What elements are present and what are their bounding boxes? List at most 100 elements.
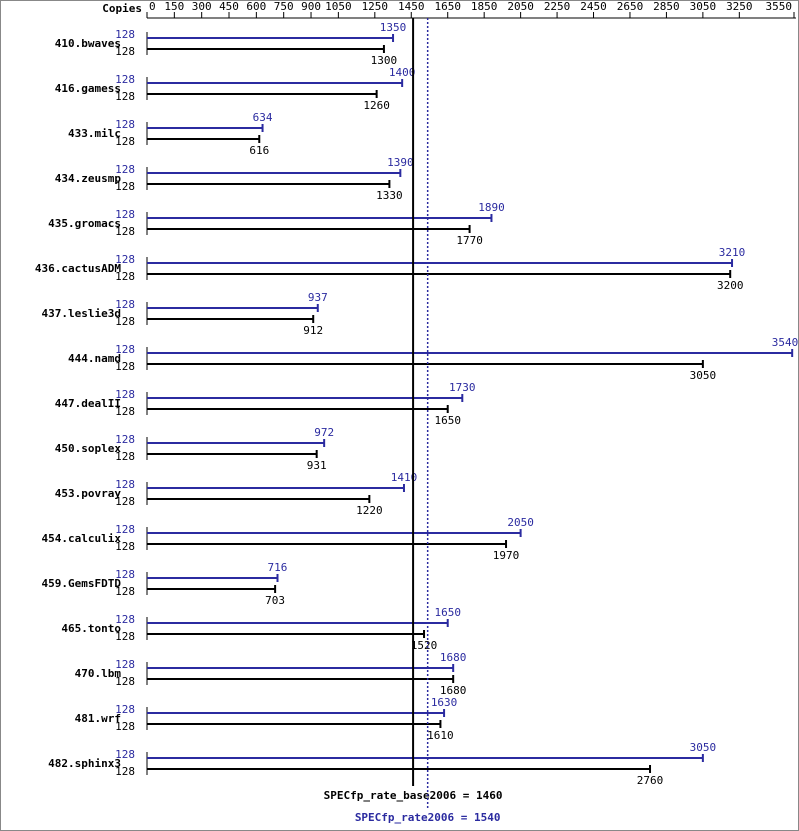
copies-label: 128 (115, 388, 135, 401)
copies-label: 128 (115, 748, 135, 761)
value-label: 1350 (380, 21, 407, 34)
x-tick-label: 450 (219, 0, 239, 13)
value-label: 1680 (440, 651, 467, 664)
axis-label: Copies (102, 2, 142, 15)
copies-label: 128 (115, 405, 135, 418)
value-label: 1390 (387, 156, 414, 169)
value-label: 1610 (427, 729, 454, 742)
value-label: 972 (314, 426, 334, 439)
x-tick-label: 2650 (617, 0, 644, 13)
value-label: 3210 (719, 246, 746, 259)
x-tick-label: 1050 (325, 0, 352, 13)
copies-label: 128 (115, 478, 135, 491)
benchmark-name: 482.sphinx3 (48, 757, 121, 770)
copies-label: 128 (115, 28, 135, 41)
value-label: 912 (303, 324, 323, 337)
x-tick-label: 0 (149, 0, 156, 13)
benchmark-name: 453.povray (55, 487, 122, 500)
copies-label: 128 (115, 450, 135, 463)
copies-label: 128 (115, 225, 135, 238)
x-tick-label: 1450 (398, 0, 425, 13)
value-label: 1650 (434, 606, 461, 619)
copies-label: 128 (115, 675, 135, 688)
value-label: 1220 (356, 504, 383, 517)
value-label: 1680 (440, 684, 467, 697)
x-tick-label: 2250 (544, 0, 571, 13)
copies-label: 128 (115, 703, 135, 716)
benchmark-name: 465.tonto (61, 622, 121, 635)
value-label: 634 (253, 111, 273, 124)
value-label: 931 (307, 459, 327, 472)
benchmark-name: 459.GemsFDTD (42, 577, 122, 590)
benchmark-name: 435.gromacs (48, 217, 121, 230)
value-label: 1330 (376, 189, 403, 202)
x-tick-label: 3250 (726, 0, 753, 13)
x-tick-label: 3050 (690, 0, 717, 13)
copies-label: 128 (115, 118, 135, 131)
copies-label: 128 (115, 45, 135, 58)
x-tick-label: 1850 (471, 0, 498, 13)
value-label: 1410 (391, 471, 418, 484)
value-label: 1300 (371, 54, 398, 67)
x-tick-label: 900 (301, 0, 321, 13)
value-label: 616 (249, 144, 269, 157)
copies-label: 128 (115, 658, 135, 671)
copies-label: 128 (115, 765, 135, 778)
copies-label: 128 (115, 343, 135, 356)
copies-label: 128 (115, 135, 135, 148)
value-label: 703 (265, 594, 285, 607)
benchmark-name: 437.leslie3d (42, 307, 121, 320)
copies-label: 128 (115, 270, 135, 283)
value-label: 2760 (637, 774, 664, 787)
value-label: 3050 (690, 741, 717, 754)
x-tick-label: 2450 (580, 0, 607, 13)
value-label: 3200 (717, 279, 744, 292)
x-tick-label: 150 (164, 0, 184, 13)
benchmark-name: 433.milc (68, 127, 121, 140)
benchmark-name: 447.dealII (55, 397, 121, 410)
value-label: 1970 (493, 549, 520, 562)
copies-label: 128 (115, 298, 135, 311)
benchmark-name: 434.zeusmp (55, 172, 122, 185)
value-label: 1890 (478, 201, 505, 214)
copies-label: 128 (115, 540, 135, 553)
benchmark-name: 481.wrf (75, 712, 121, 725)
copies-label: 128 (115, 720, 135, 733)
benchmark-name: 470.lbm (75, 667, 122, 680)
benchmark-name: 444.namd (68, 352, 121, 365)
value-label: 1770 (456, 234, 483, 247)
value-label: 937 (308, 291, 328, 304)
x-tick-label: 2850 (653, 0, 680, 13)
copies-label: 128 (115, 585, 135, 598)
copies-label: 128 (115, 568, 135, 581)
x-tick-label: 1650 (434, 0, 461, 13)
x-tick-label: 2050 (507, 0, 534, 13)
value-label: 3050 (690, 369, 717, 382)
copies-label: 128 (115, 613, 135, 626)
copies-label: 128 (115, 208, 135, 221)
x-tick-label: 1250 (362, 0, 389, 13)
x-tick-label: 3550 (766, 0, 793, 13)
summary-label: SPECfp_rate2006 = 1540 (355, 811, 501, 824)
copies-label: 128 (115, 360, 135, 373)
benchmark-name: 454.calculix (42, 532, 122, 545)
value-label: 1400 (389, 66, 416, 79)
benchmark-name: 410.bwaves (55, 37, 121, 50)
copies-label: 128 (115, 180, 135, 193)
benchmark-name: 436.cactusADM (35, 262, 121, 275)
copies-label: 128 (115, 495, 135, 508)
summary-label: SPECfp_rate_base2006 = 1460 (324, 789, 503, 802)
value-label: 1260 (363, 99, 390, 112)
value-label: 716 (268, 561, 288, 574)
copies-label: 128 (115, 163, 135, 176)
copies-label: 128 (115, 315, 135, 328)
copies-label: 128 (115, 433, 135, 446)
copies-label: 128 (115, 73, 135, 86)
x-tick-label: 750 (274, 0, 294, 13)
copies-label: 128 (115, 90, 135, 103)
x-tick-label: 300 (192, 0, 212, 13)
value-label: 1630 (431, 696, 458, 709)
value-label: 1730 (449, 381, 476, 394)
copies-label: 128 (115, 630, 135, 643)
